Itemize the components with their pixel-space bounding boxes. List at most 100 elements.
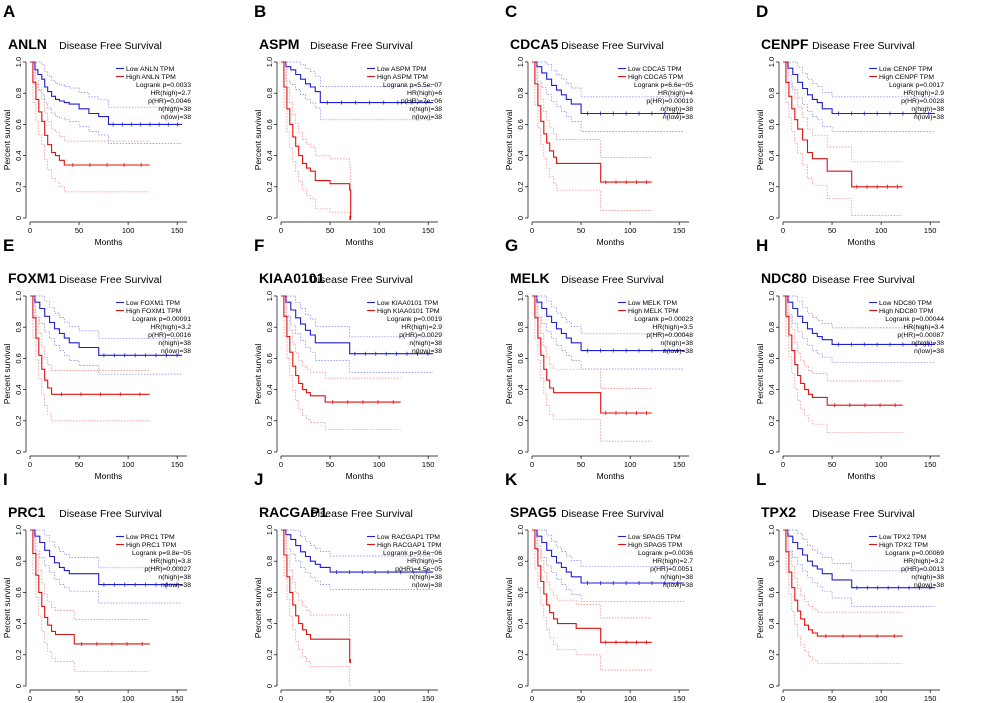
panel-letter: A <box>3 2 15 21</box>
high-survival-curve <box>30 295 150 395</box>
low-ci-lower <box>281 295 434 373</box>
low-survival-curve <box>30 295 183 356</box>
y-tick-label: 0 <box>516 216 525 220</box>
y-axis-label: Percent survival <box>2 344 12 405</box>
legend-high-label: High RACGAP1 TPM <box>377 542 442 549</box>
x-tick-label: 50 <box>75 460 83 469</box>
y-tick-label: 0 <box>265 684 274 688</box>
x-axis-label: Months <box>848 237 876 247</box>
y-tick-label: 0.2 <box>516 416 525 426</box>
y-tick-label: 0.4 <box>516 618 525 628</box>
y-tick-label: 0.8 <box>265 322 274 332</box>
y-tick-label: 0.4 <box>265 384 274 394</box>
y-tick-label: 1.0 <box>265 291 274 301</box>
high-ci-lower <box>783 295 903 434</box>
plot-title: Disease Free Survival <box>561 274 664 286</box>
x-tick-label: 150 <box>924 694 937 703</box>
low-ci-upper <box>30 61 183 108</box>
plot-title: Disease Free Survival <box>59 274 162 286</box>
low-ci-upper <box>532 61 685 98</box>
x-tick-label: 0 <box>279 460 283 469</box>
x-tick-label: 0 <box>530 460 534 469</box>
stat-line: n(high)=38 <box>660 340 693 347</box>
x-tick-label: 0 <box>530 694 534 703</box>
low-ci-upper <box>783 529 936 572</box>
km-panel-cenpf: D CENPF Disease Free Survival 0 50 100 150 0 0.2… <box>755 2 944 247</box>
low-ci-upper <box>30 295 183 339</box>
low-ci-lower <box>532 295 685 370</box>
low-ci-lower <box>783 61 936 132</box>
low-ci-lower <box>532 529 685 602</box>
high-survival-curve <box>281 295 401 403</box>
y-tick-label: 0 <box>14 216 23 220</box>
stat-line: n(high)=38 <box>911 106 944 113</box>
stat-line: Logrank p=0.00044 <box>885 316 944 323</box>
plot-title: Disease Free Survival <box>59 508 162 520</box>
y-tick-label: 0.4 <box>767 150 776 160</box>
low-survival-curve <box>783 529 936 589</box>
panel-letter: G <box>505 236 518 255</box>
km-panel-foxm1: E FOXM1 Disease Free Survival 0 50 100 150 0 0.2… <box>2 236 191 481</box>
x-tick-label: 100 <box>875 226 888 235</box>
low-survival-curve <box>281 61 434 104</box>
stat-line: Logrank p=9.6e−06 <box>383 550 442 557</box>
gene-name: NDC80 <box>761 270 807 286</box>
x-axis-label: Months <box>346 471 374 481</box>
legend-high-label: High CENPF TPM <box>879 74 934 81</box>
stat-line: Logrank p=0.00069 <box>885 550 944 557</box>
stat-line: HR(high)=3.5 <box>652 324 693 331</box>
y-tick-label: 0.2 <box>767 650 776 660</box>
high-survival-curve <box>532 61 652 183</box>
legend-high-label: High ASPM TPM <box>377 74 428 81</box>
y-tick-label: 0 <box>516 450 525 454</box>
high-ci-upper <box>281 529 351 637</box>
y-tick-label: 0.4 <box>516 150 525 160</box>
x-tick-label: 100 <box>624 226 637 235</box>
y-tick-label: 0.4 <box>265 618 274 628</box>
y-tick-label: 0 <box>767 684 776 688</box>
high-ci-upper <box>281 295 401 379</box>
low-ci-lower <box>783 529 936 607</box>
stat-line: p(HR)=0.0028 <box>901 98 944 105</box>
y-tick-label: 0.4 <box>767 384 776 394</box>
stat-line: n(high)=38 <box>660 106 693 113</box>
y-axis-label: Percent survival <box>253 110 263 171</box>
low-ci-lower <box>281 529 434 590</box>
stat-line: Logrank p=0.0019 <box>387 316 442 323</box>
stat-line: n(low)=38 <box>412 348 442 355</box>
y-tick-label: 0.2 <box>14 182 23 192</box>
low-ci-lower <box>30 61 183 144</box>
gene-name: FOXM1 <box>8 270 56 286</box>
legend-low-label: Low RACGAP1 TPM <box>377 534 440 541</box>
y-tick-label: 1.0 <box>516 291 525 301</box>
low-ci-lower <box>30 529 183 604</box>
stat-line: Logrank p=0.0017 <box>889 82 944 89</box>
km-panel-tpx2: L TPX2 Disease Free Survival 0 50 100 150 0 0.2 0… <box>755 470 944 703</box>
low-ci-lower <box>532 61 685 132</box>
stat-line: n(high)=38 <box>409 574 442 581</box>
x-axis-label: Months <box>597 471 625 481</box>
panel-letter: C <box>505 2 517 21</box>
legend-high-label: High ANLN TPM <box>126 74 176 81</box>
x-axis-label: Months <box>597 237 625 247</box>
y-tick-label: 0.8 <box>767 322 776 332</box>
x-axis-label: Months <box>95 471 123 481</box>
stat-line: HR(high)=3.4 <box>903 324 944 331</box>
high-ci-upper <box>532 529 652 619</box>
stat-line: HR(high)=3.8 <box>150 558 191 565</box>
y-tick-label: 0.8 <box>516 556 525 566</box>
high-ci-lower <box>532 295 652 442</box>
y-tick-label: 0.6 <box>265 119 274 129</box>
stat-line: HR(high)=6 <box>407 90 442 97</box>
legend-low-label: Low CDCA5 TPM <box>628 66 682 73</box>
stat-line: p(HR)=0.0051 <box>650 566 693 573</box>
y-axis-label: Percent survival <box>755 110 765 171</box>
y-tick-label: 0.8 <box>767 556 776 566</box>
high-survival-curve <box>783 529 903 637</box>
low-survival-curve <box>30 61 183 125</box>
panel-letter: K <box>505 470 518 489</box>
stat-line: n(high)=38 <box>660 574 693 581</box>
stat-line: p(HR)=0.00087 <box>897 332 944 339</box>
